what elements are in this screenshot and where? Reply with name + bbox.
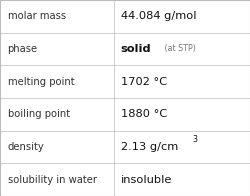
Text: boiling point: boiling point: [8, 109, 70, 119]
Text: insoluble: insoluble: [120, 175, 172, 185]
Text: phase: phase: [8, 44, 38, 54]
Text: solid: solid: [120, 44, 151, 54]
Text: 3: 3: [192, 135, 198, 144]
Text: melting point: melting point: [8, 77, 74, 87]
Text: 44.084 g/mol: 44.084 g/mol: [120, 11, 196, 21]
Text: 2.13 g/cm: 2.13 g/cm: [120, 142, 178, 152]
Text: 1702 °C: 1702 °C: [120, 77, 167, 87]
Text: density: density: [8, 142, 44, 152]
Text: 1880 °C: 1880 °C: [120, 109, 167, 119]
Text: (at STP): (at STP): [162, 44, 196, 54]
Text: molar mass: molar mass: [8, 11, 66, 21]
Text: solubility in water: solubility in water: [8, 175, 96, 185]
